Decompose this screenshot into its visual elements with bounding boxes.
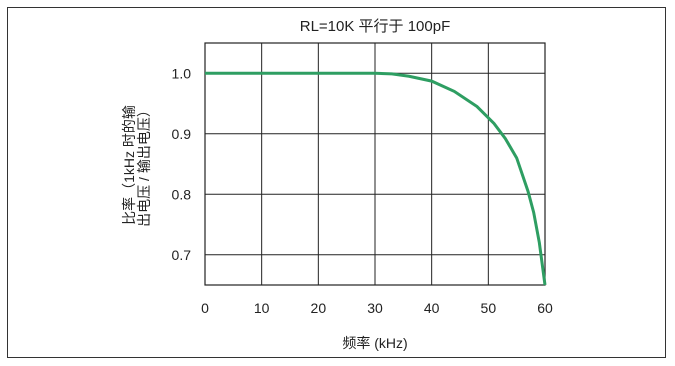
- y-axis: 0.7 0.8 0.9 1.0: [172, 65, 192, 263]
- y-axis-label-line: 出电压 / 输出电压）: [136, 103, 152, 227]
- x-tick-label: 60: [537, 300, 553, 316]
- x-tick-label: 10: [254, 300, 270, 316]
- y-tick-label: 0.7: [172, 247, 192, 263]
- y-axis-label-line: 比率（1kHz 时的输: [121, 105, 137, 225]
- chart-frame: [7, 7, 666, 358]
- plot-area: [204, 42, 546, 286]
- series-line: [205, 71, 547, 286]
- y-tick-label: 1.0: [172, 65, 192, 81]
- y-axis-label-group: 比率（1kHz 时的输 出电压 / 输出电压）: [121, 103, 152, 227]
- x-tick-label: 50: [481, 300, 497, 316]
- grid: [204, 43, 546, 285]
- y-tick-label: 0.8: [172, 186, 192, 202]
- chart-title: RL=10K 平行于 100pF: [300, 18, 451, 35]
- x-tick-label: 0: [201, 300, 209, 316]
- y-tick-label: 0.9: [172, 126, 192, 142]
- y-axis-label: 比率（1kHz 时的输 出电压 / 输出电压）: [121, 103, 152, 227]
- x-tick-label: 20: [311, 300, 327, 316]
- x-axis: 0 10 20 30 40 50 60: [201, 300, 553, 316]
- x-axis-label: 频率 (kHz): [342, 335, 407, 351]
- x-tick-label: 40: [424, 300, 440, 316]
- x-tick-label: 30: [367, 300, 383, 316]
